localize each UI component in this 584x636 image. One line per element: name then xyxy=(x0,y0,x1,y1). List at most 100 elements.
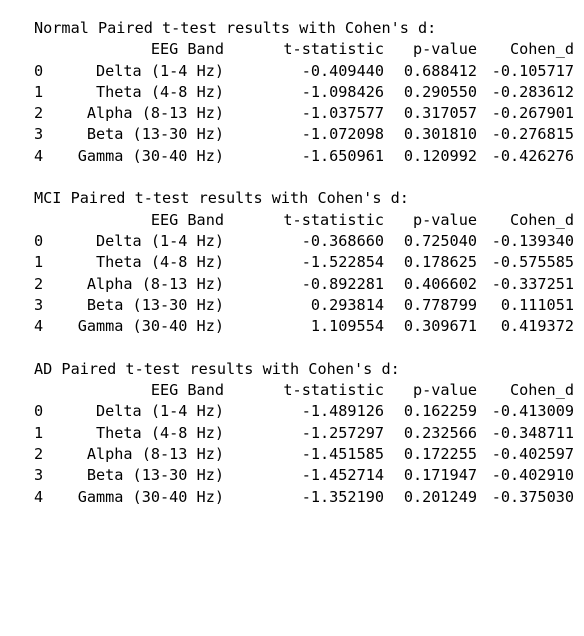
t-statistic-cell: 0.293814 xyxy=(310,295,384,314)
table-header-row: EEG Band t-statistic p-value Cohen_d xyxy=(34,210,574,231)
cohen-d-cell: -0.267901 xyxy=(491,104,574,123)
t-statistic-cell: -1.352190 xyxy=(301,487,384,506)
eeg-band-cell: Theta (4-8 Hz) xyxy=(95,82,224,101)
t-statistic-cell: 1.109554 xyxy=(310,317,384,336)
table-row: 4 Gamma (30-40 Hz) 1.109554 0.309671 0.4… xyxy=(34,316,574,337)
row-index: 0 xyxy=(34,402,44,421)
eeg-band-cell: Beta (13-30 Hz) xyxy=(86,125,224,144)
p-value-cell: 0.688412 xyxy=(403,61,477,80)
p-value-cell: 0.301810 xyxy=(403,125,477,144)
cohen-d-cell: -0.413009 xyxy=(491,402,574,421)
table-row: 3 Beta (13-30 Hz) -1.452714 0.171947 -0.… xyxy=(34,465,574,486)
table-row: 1 Theta (4-8 Hz) -1.257297 0.232566 -0.3… xyxy=(34,423,574,444)
column-header-p-value: p-value xyxy=(412,381,477,400)
row-index: 1 xyxy=(34,423,44,442)
t-statistic-cell: -1.522854 xyxy=(301,253,384,272)
cohen-d-cell: -0.402910 xyxy=(491,466,574,485)
p-value-cell: 0.201249 xyxy=(403,487,477,506)
table-row: 0 Delta (1-4 Hz) -0.368660 0.725040 -0.1… xyxy=(34,231,574,252)
cohen-d-cell: -0.283612 xyxy=(491,82,574,101)
ad-results-section: AD Paired t-test results with Cohen's d:… xyxy=(34,359,574,508)
t-statistic-cell: -1.072098 xyxy=(301,125,384,144)
eeg-band-cell: Alpha (8-13 Hz) xyxy=(86,274,224,293)
column-header-eeg-band: EEG Band xyxy=(150,40,224,59)
column-header-t-statistic: t-statistic xyxy=(283,210,384,229)
t-statistic-cell: -1.257297 xyxy=(301,423,384,442)
t-statistic-cell: -1.489126 xyxy=(301,402,384,421)
table-row: 4 Gamma (30-40 Hz) -1.352190 0.201249 -0… xyxy=(34,487,574,508)
table-row: 1 Theta (4-8 Hz) -1.098426 0.290550 -0.2… xyxy=(34,82,574,103)
cohen-d-cell: -0.426276 xyxy=(491,146,574,165)
table-row: 2 Alpha (8-13 Hz) -0.892281 0.406602 -0.… xyxy=(34,274,574,295)
cohen-d-cell: 0.419372 xyxy=(500,317,574,336)
p-value-cell: 0.178625 xyxy=(403,253,477,272)
column-header-t-statistic: t-statistic xyxy=(283,40,384,59)
table-header-row: EEG Band t-statistic p-value Cohen_d xyxy=(34,380,574,401)
column-header-p-value: p-value xyxy=(412,210,477,229)
t-statistic-cell: -1.451585 xyxy=(301,444,384,463)
column-header-p-value: p-value xyxy=(412,40,477,59)
column-header-t-statistic: t-statistic xyxy=(283,381,384,400)
cohen-d-cell: -0.402597 xyxy=(491,444,574,463)
eeg-band-cell: Beta (13-30 Hz) xyxy=(86,295,224,314)
eeg-band-cell: Theta (4-8 Hz) xyxy=(95,423,224,442)
t-statistic-cell: -1.452714 xyxy=(301,466,384,485)
cohen-d-cell: 0.111051 xyxy=(500,295,574,314)
mci-results-section: MCI Paired t-test results with Cohen's d… xyxy=(34,188,574,337)
p-value-cell: 0.232566 xyxy=(403,423,477,442)
row-index: 3 xyxy=(34,295,44,314)
t-statistic-cell: -0.892281 xyxy=(301,274,384,293)
eeg-band-cell: Beta (13-30 Hz) xyxy=(86,466,224,485)
table-row: 3 Beta (13-30 Hz) -1.072098 0.301810 -0.… xyxy=(34,124,574,145)
table-row: 0 Delta (1-4 Hz) -1.489126 0.162259 -0.4… xyxy=(34,401,574,422)
column-header-cohen-d: Cohen_d xyxy=(509,381,574,400)
table-row: 0 Delta (1-4 Hz) -0.409440 0.688412 -0.1… xyxy=(34,61,574,82)
eeg-band-cell: Delta (1-4 Hz) xyxy=(95,231,224,250)
row-index: 4 xyxy=(34,317,44,336)
column-header-cohen-d: Cohen_d xyxy=(509,210,574,229)
column-header-eeg-band: EEG Band xyxy=(150,210,224,229)
cohen-d-cell: -0.348711 xyxy=(491,423,574,442)
t-statistic-cell: -0.368660 xyxy=(301,231,384,250)
p-value-cell: 0.778799 xyxy=(403,295,477,314)
eeg-band-cell: Delta (1-4 Hz) xyxy=(95,402,224,421)
eeg-band-cell: Alpha (8-13 Hz) xyxy=(86,104,224,123)
row-index: 3 xyxy=(34,125,44,144)
eeg-band-cell: Delta (1-4 Hz) xyxy=(95,61,224,80)
row-index: 1 xyxy=(34,253,44,272)
section-title: AD Paired t-test results with Cohen's d: xyxy=(34,359,400,378)
output-text-block: Normal Paired t-test results with Cohen'… xyxy=(34,18,574,529)
section-title: Normal Paired t-test results with Cohen'… xyxy=(34,19,437,37)
t-statistic-cell: -1.037577 xyxy=(301,104,384,123)
table-header-row: EEG Band t-statistic p-value Cohen_d xyxy=(34,39,574,60)
notebook-output: { "sections": [ { "title": "Normal Paire… xyxy=(34,19,574,506)
table-row: 4 Gamma (30-40 Hz) -1.650961 0.120992 -0… xyxy=(34,146,574,167)
t-statistic-cell: -0.409440 xyxy=(301,61,384,80)
table-row: 3 Beta (13-30 Hz) 0.293814 0.778799 0.11… xyxy=(34,295,574,316)
table-row: 1 Theta (4-8 Hz) -1.522854 0.178625 -0.5… xyxy=(34,252,574,273)
cohen-d-cell: -0.375030 xyxy=(491,487,574,506)
row-index: 4 xyxy=(34,146,44,165)
eeg-band-cell: Gamma (30-40 Hz) xyxy=(77,146,224,165)
normal-results-section: Normal Paired t-test results with Cohen'… xyxy=(34,18,574,167)
row-index: 3 xyxy=(34,466,44,485)
row-index: 2 xyxy=(34,274,44,293)
table-row: 2 Alpha (8-13 Hz) -1.037577 0.317057 -0.… xyxy=(34,103,574,124)
p-value-cell: 0.120992 xyxy=(403,146,477,165)
row-index: 0 xyxy=(34,61,44,80)
eeg-band-cell: Gamma (30-40 Hz) xyxy=(77,487,224,506)
p-value-cell: 0.406602 xyxy=(403,274,477,293)
cohen-d-cell: -0.276815 xyxy=(491,125,574,144)
p-value-cell: 0.725040 xyxy=(403,231,477,250)
p-value-cell: 0.172255 xyxy=(403,444,477,463)
row-index: 2 xyxy=(34,444,44,463)
t-statistic-cell: -1.650961 xyxy=(301,146,384,165)
eeg-band-cell: Gamma (30-40 Hz) xyxy=(77,317,224,336)
p-value-cell: 0.162259 xyxy=(403,402,477,421)
eeg-band-cell: Alpha (8-13 Hz) xyxy=(86,444,224,463)
section-title: MCI Paired t-test results with Cohen's d… xyxy=(34,189,409,208)
column-header-eeg-band: EEG Band xyxy=(150,381,224,400)
p-value-cell: 0.171947 xyxy=(403,466,477,485)
p-value-cell: 0.290550 xyxy=(403,82,477,101)
cohen-d-cell: -0.139340 xyxy=(491,231,574,250)
